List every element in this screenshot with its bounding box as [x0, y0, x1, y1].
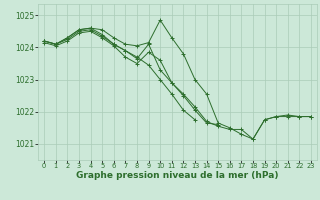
X-axis label: Graphe pression niveau de la mer (hPa): Graphe pression niveau de la mer (hPa): [76, 171, 279, 180]
